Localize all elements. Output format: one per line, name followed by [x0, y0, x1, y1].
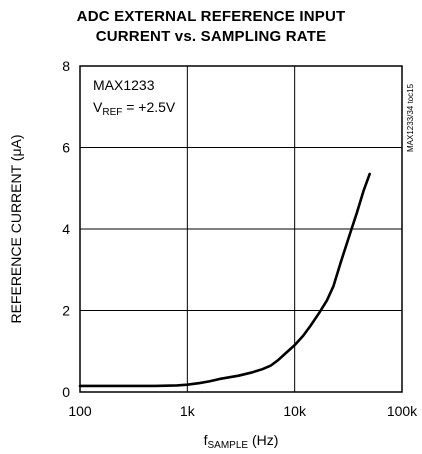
annotation-device: MAX1233: [93, 77, 155, 93]
x-tick-label: 1k: [180, 403, 196, 419]
x-tick-label: 10k: [283, 403, 307, 419]
y-tick-label: 0: [62, 384, 70, 400]
x-tick-label: 100: [68, 403, 92, 419]
series-line: [78, 172, 371, 388]
y-axis-label: REFERENCE CURRENT (μA): [8, 134, 24, 323]
grid: [80, 66, 402, 392]
chart-title-line-2: CURRENT vs. SAMPLING RATE: [95, 28, 327, 45]
annotation-vref-main: V: [93, 99, 103, 115]
annotation-vref-sub: REF: [102, 107, 122, 118]
plot-frame: [79, 65, 403, 393]
side-code: MAX1233/34 toc15: [406, 83, 415, 152]
x-axis-label: fSAMPLE (Hz): [204, 432, 279, 451]
annotation-vref: VREF = +2.5V: [93, 99, 176, 118]
x-tick-label: 100k: [387, 403, 418, 419]
x-axis-label-unit: (Hz): [248, 432, 278, 448]
x-axis-label-sub: SAMPLE: [207, 440, 248, 451]
y-tick-label: 4: [62, 221, 70, 237]
y-tick-label: 8: [62, 58, 70, 74]
annotation-vref-value: = +2.5V: [122, 99, 176, 115]
y-tick-label: 6: [62, 140, 70, 156]
tick-labels: 100 1k 10k 100k 0 2 4 6 8: [62, 58, 418, 419]
chart-title-line-1: ADC EXTERNAL REFERENCE INPUT: [76, 8, 346, 25]
y-tick-label: 2: [62, 303, 70, 319]
x-axis-label-main: f: [204, 432, 208, 448]
